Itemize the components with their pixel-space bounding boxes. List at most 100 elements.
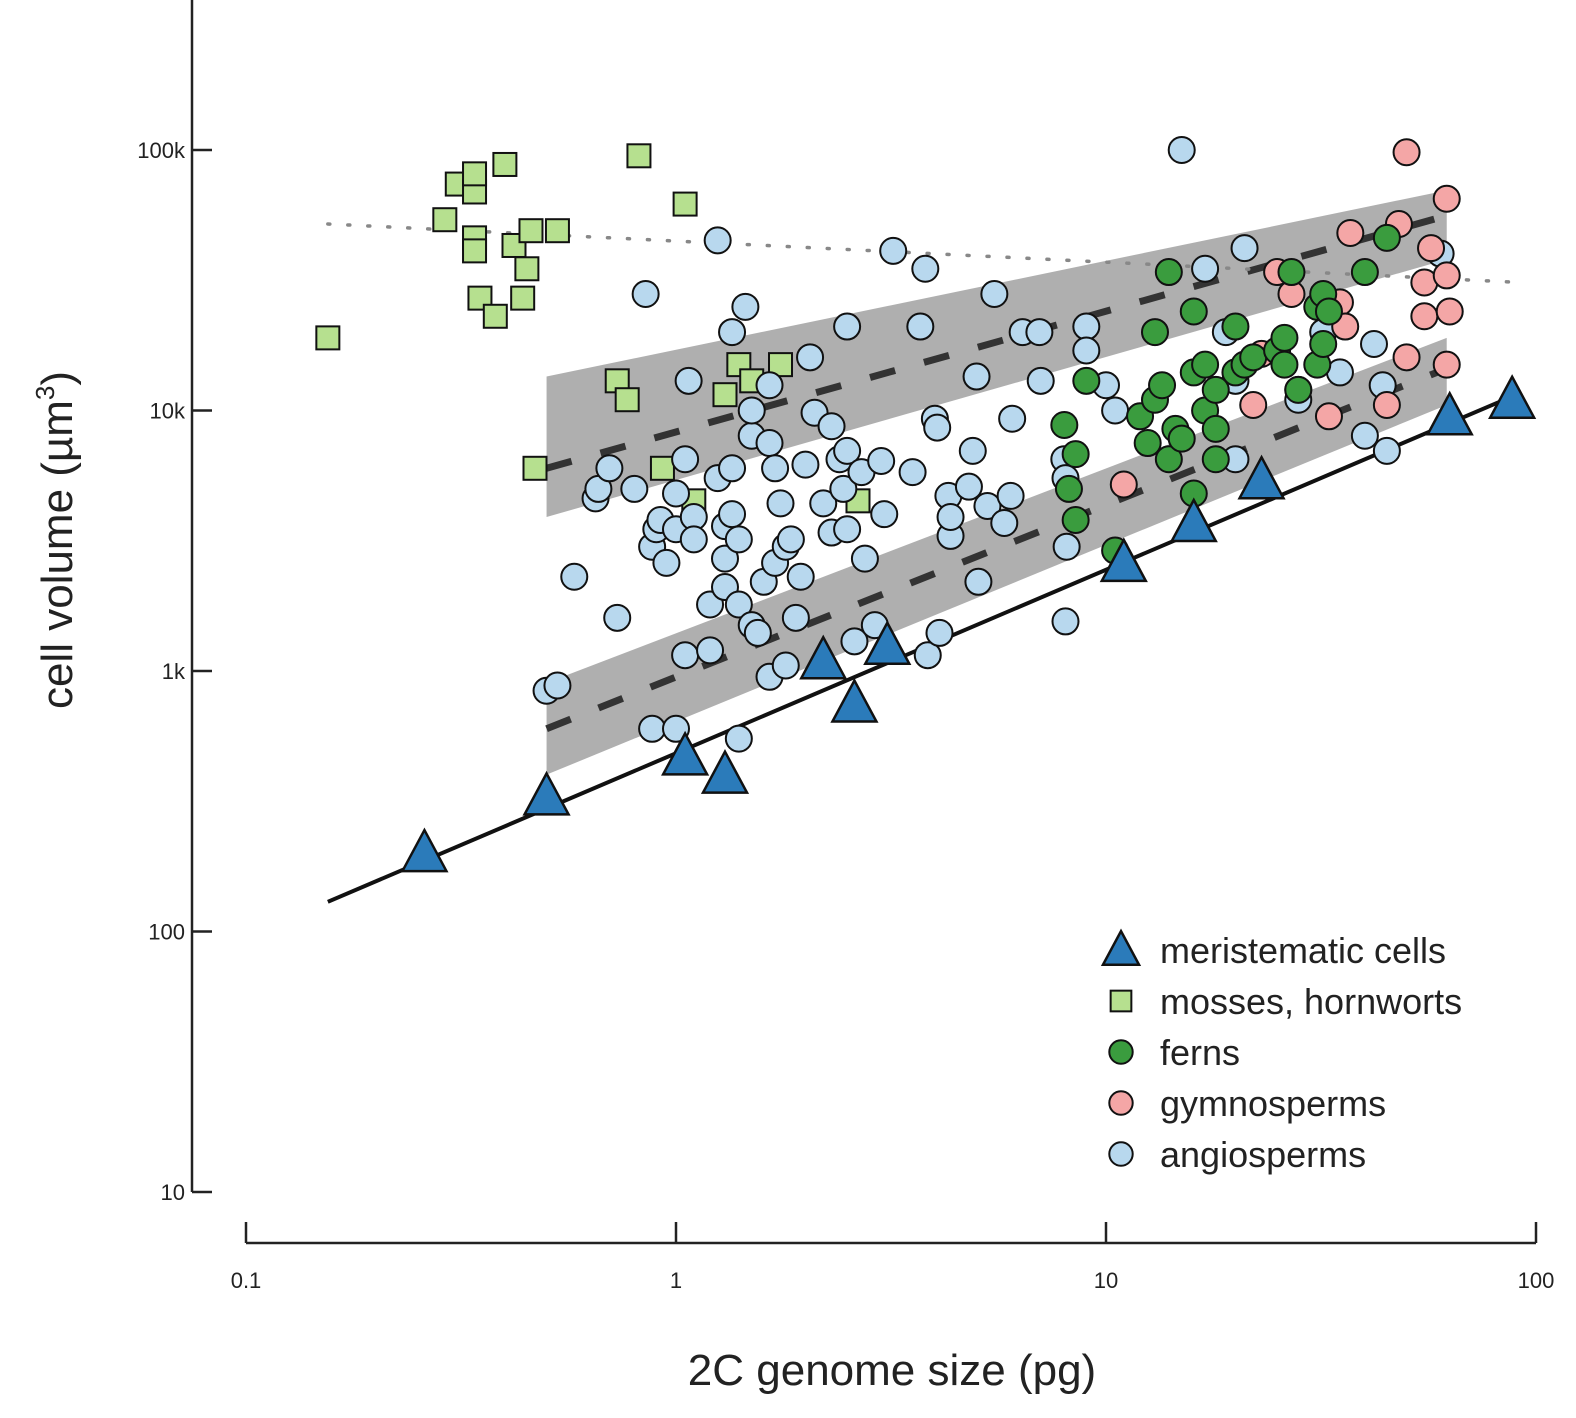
angiosperms-point-51 xyxy=(781,603,810,632)
angiosperms-point-32 xyxy=(718,318,747,347)
angiosperms-point-11 xyxy=(638,714,667,743)
angiosperms-point-31 xyxy=(718,500,747,529)
angiosperms-point-56 xyxy=(809,489,838,518)
meristematic-cells-point-8 xyxy=(1099,537,1148,583)
ferns-point-3 xyxy=(1061,440,1090,469)
angiosperms-point-101 xyxy=(1167,136,1196,164)
ferns-point-9 xyxy=(1140,318,1169,347)
x-tick-label-3: 10 xyxy=(1094,1268,1118,1293)
ferns-point-30 xyxy=(1270,323,1299,352)
angiosperms-point-33 xyxy=(724,590,753,619)
angiosperms-point-114 xyxy=(1372,436,1401,465)
mosses-hornworts-point-24 xyxy=(768,352,794,378)
x-tick-label-2: 1 xyxy=(670,1268,682,1293)
gymnosperms-point-13 xyxy=(1392,138,1421,167)
ferns-point-22 xyxy=(1201,445,1230,474)
y-tick-label-2: 100 xyxy=(148,920,185,945)
angiosperms-point-84 xyxy=(962,362,991,391)
angiosperms-point-44 xyxy=(755,429,784,458)
angiosperms-point-60 xyxy=(829,474,858,503)
legend-label-gymnosperms: gymnosperms xyxy=(1160,1083,1386,1124)
angiosperms-point-34 xyxy=(724,525,753,554)
gymnosperms-point-18 xyxy=(1432,261,1461,290)
ferns-point-24 xyxy=(1221,312,1250,341)
legend-label-meristematic-cells: meristematic cells xyxy=(1160,930,1446,971)
angiosperms-point-100 xyxy=(1101,396,1130,425)
angiosperms-point-112 xyxy=(1359,330,1388,359)
angiosperms-point-9 xyxy=(631,280,660,309)
angiosperms-point-45 xyxy=(761,454,790,483)
ferns-point-17 xyxy=(1179,297,1208,326)
meristematic-cells-point-11 xyxy=(1425,390,1474,436)
ferns-point-19 xyxy=(1191,350,1220,379)
y-axis-title-main: cell volume (µm xyxy=(33,400,82,709)
ferns-point-11 xyxy=(1148,371,1177,400)
angiosperms-point-8 xyxy=(620,474,649,503)
gymnosperms-point-6 xyxy=(1314,402,1343,431)
legend-label-mosses-hornworts: mosses, hornworts xyxy=(1160,981,1462,1022)
mosses-hornworts-point-14 xyxy=(518,218,544,244)
y-tick-label-3: 1k xyxy=(162,659,186,684)
gymnosperms-point-17 xyxy=(1432,184,1461,213)
meristematic-cells-point-1 xyxy=(400,827,449,873)
gymnosperms-point-20 xyxy=(1435,297,1464,326)
legend: meristematic cells mosses, hornworts ferns… xyxy=(1100,928,1462,1175)
angiosperms-point-102 xyxy=(1191,254,1220,283)
angiosperms-point-15 xyxy=(662,714,690,743)
meristematic-cells-point-5 xyxy=(799,634,848,680)
gymnosperms-point-9 xyxy=(1336,219,1365,248)
mosses-hornworts-point-7 xyxy=(462,238,488,264)
angiosperms-point-81 xyxy=(954,472,983,501)
angiosperms-point-28 xyxy=(710,544,739,573)
angiosperms-point-35 xyxy=(724,724,753,753)
ferns-point-2 xyxy=(1054,474,1083,503)
ferns-point-37 xyxy=(1314,297,1343,326)
angiosperms-point-88 xyxy=(996,481,1025,510)
legend-marker-ferns xyxy=(1108,1039,1134,1065)
ferns-point-13 xyxy=(1154,445,1183,474)
angiosperms-point-22 xyxy=(679,525,708,554)
meristematic-cells-point-2 xyxy=(522,770,571,816)
angiosperms-point-7 xyxy=(603,603,632,632)
meristematic-cells-point-10 xyxy=(1237,454,1286,500)
y-axis-title-superscript: 3 xyxy=(30,386,60,400)
ferns-point-35 xyxy=(1309,330,1338,359)
angiosperms-point-18 xyxy=(671,445,700,474)
angiosperms-point-19 xyxy=(671,641,700,670)
gymnosperms-point-12 xyxy=(1392,343,1421,372)
angiosperms-point-82 xyxy=(958,436,987,465)
ferns-point-39 xyxy=(1372,223,1401,252)
angiosperms-point-83 xyxy=(964,567,993,596)
angiosperms-point-62 xyxy=(833,436,862,465)
angiosperms-point-64 xyxy=(840,627,869,656)
angiosperms-point-73 xyxy=(911,254,940,283)
x-axis-title: 2C genome size (pg) xyxy=(688,1346,1096,1395)
angiosperms-point-76 xyxy=(923,413,952,442)
angiosperms-point-6 xyxy=(595,454,624,483)
angiosperms-point-40 xyxy=(743,618,772,647)
angiosperms-point-89 xyxy=(998,404,1027,433)
legend-label-ferns: ferns xyxy=(1160,1032,1240,1073)
mosses-hornworts-point-17 xyxy=(614,387,640,413)
meristematic-cells-point-6 xyxy=(830,677,879,723)
mosses-hornworts-point-1 xyxy=(315,325,341,351)
y-tick-label-1: 10 xyxy=(161,1180,185,1205)
legend-marker-angiosperms xyxy=(1108,1141,1134,1167)
angiosperms-point-70 xyxy=(879,236,908,265)
angiosperms-point-71 xyxy=(898,458,927,487)
legend-marker-gymnosperms xyxy=(1108,1090,1134,1116)
angiosperms-point-72 xyxy=(906,312,935,341)
axes: 10 100 1k 10k 100k 0.1 1 10 100 xyxy=(137,0,1554,1293)
legend-marker-meristematic-cells xyxy=(1100,928,1142,967)
angiosperms-point-111 xyxy=(1350,421,1379,450)
mosses-hornworts-point-26 xyxy=(649,455,675,481)
data-points xyxy=(315,136,1537,873)
ferns-point-8 xyxy=(1133,429,1162,458)
ferns-point-12 xyxy=(1154,258,1183,287)
angiosperms-point-24 xyxy=(696,636,725,665)
angiosperms-point-69 xyxy=(870,500,899,529)
y-tick-label-4: 10k xyxy=(150,399,186,424)
mosses-hornworts-point-18 xyxy=(626,143,652,169)
mosses-hornworts-point-25 xyxy=(522,455,548,481)
